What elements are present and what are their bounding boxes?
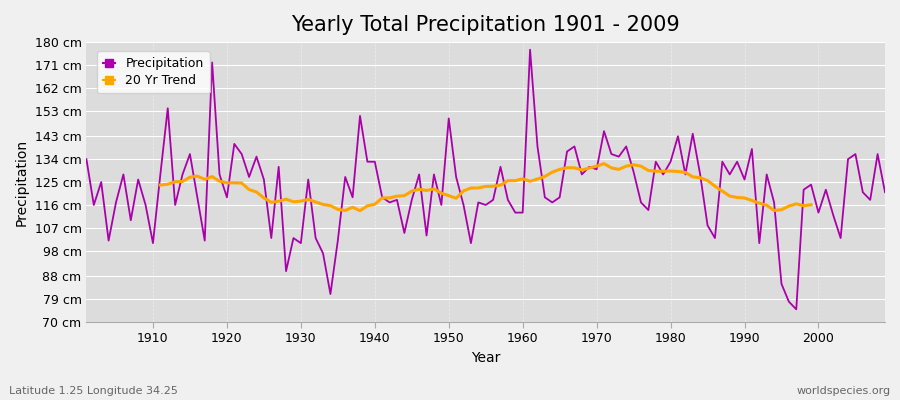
Legend: Precipitation, 20 Yr Trend: Precipitation, 20 Yr Trend [96,51,210,94]
X-axis label: Year: Year [471,351,500,365]
Text: Latitude 1.25 Longitude 34.25: Latitude 1.25 Longitude 34.25 [9,386,178,396]
Y-axis label: Precipitation: Precipitation [15,138,29,226]
Text: worldspecies.org: worldspecies.org [796,386,891,396]
Title: Yearly Total Precipitation 1901 - 2009: Yearly Total Precipitation 1901 - 2009 [292,15,680,35]
